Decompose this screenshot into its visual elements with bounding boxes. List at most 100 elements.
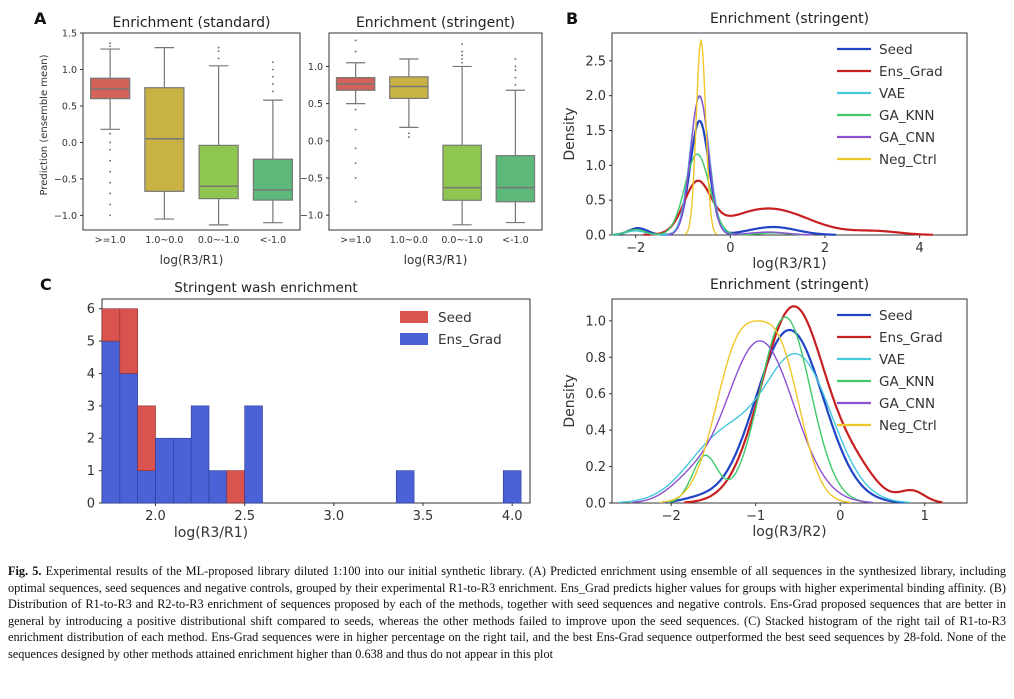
y-tick-label: 0.8 — [585, 351, 606, 366]
y-tick-label: 0.0 — [585, 229, 606, 244]
outlier-point — [217, 50, 220, 53]
legend-label: Ens_Grad — [438, 332, 502, 348]
x-tick-label: <-1.0 — [260, 235, 287, 246]
y-tick-label: 1.0 — [62, 65, 77, 76]
legend-swatch — [400, 311, 428, 323]
chart-b-density-r3r1: Enrichment (stringent) log(R3/R1) Density −… — [562, 11, 968, 272]
density-curve-vae — [618, 352, 910, 504]
outlier-point — [514, 69, 517, 72]
outlier-point — [109, 45, 112, 48]
outlier-point — [217, 46, 220, 49]
density-curve-ga-knn — [667, 316, 872, 504]
x-tick-label: −2 — [626, 241, 645, 256]
density-curve-seed — [662, 328, 905, 504]
chart-title: Enrichment (standard) — [112, 15, 270, 31]
bar-ens-grad — [173, 437, 192, 504]
outlier-point — [109, 170, 112, 173]
y-tick-label: −0.5 — [54, 174, 77, 185]
outlier-point — [109, 192, 112, 195]
x-tick-label: −1 — [746, 509, 765, 524]
y-tick-label: 2 — [87, 432, 95, 447]
y-tick-label: 0.2 — [585, 460, 606, 475]
bar-ens-grad — [190, 405, 210, 504]
outlier-point — [461, 61, 464, 64]
legend-label: Ens_Grad — [879, 330, 943, 346]
outlier-point — [271, 83, 274, 85]
outlier-point — [407, 136, 410, 138]
density-curve-neg-ctrl — [659, 320, 851, 504]
density-curve-neg-ctrl — [684, 39, 718, 236]
outlier-point — [354, 128, 357, 131]
legend-label: GA_CNN — [879, 396, 935, 412]
x-axis-label: log(R3/R1) — [160, 253, 224, 267]
x-tick-label: 2.0 — [145, 509, 166, 524]
outlier-point — [109, 148, 112, 151]
panel-label-a: A — [34, 9, 47, 28]
x-tick-label: −2 — [662, 509, 681, 524]
y-tick-label: 0.0 — [62, 138, 77, 149]
density-curve-ga-cnn — [667, 94, 812, 236]
x-tick-label: 4 — [916, 241, 924, 256]
x-tick-label: 0 — [726, 241, 734, 256]
bar-ens-grad — [137, 470, 156, 504]
figure-caption: Fig. 5. Experimental results of the ML-p… — [8, 563, 1006, 662]
outlier-point — [354, 200, 357, 203]
y-tick-label: 2.0 — [585, 89, 606, 104]
legend-label: VAE — [879, 352, 905, 368]
y-tick-label: 0.5 — [585, 194, 606, 209]
chart-a-standard: Enrichment (standard) log(R3/R1) −1.0 −0.5 0… — [54, 15, 301, 267]
plot-frame — [328, 32, 543, 231]
plot-frame — [611, 32, 968, 236]
y-tick-label: 1.5 — [62, 29, 77, 40]
x-tick-label: <-1.0 — [502, 235, 529, 246]
y-tick-label: −0.5 — [300, 173, 323, 184]
outlier-point — [514, 84, 517, 86]
bar-ens-grad — [208, 470, 228, 504]
bar-seed — [119, 308, 138, 374]
bar-ens-grad — [155, 437, 174, 504]
outlier-point — [271, 68, 274, 71]
y-tick-label: −1.0 — [54, 211, 77, 222]
x-tick-label: 4.0 — [502, 509, 523, 524]
outlier-point — [271, 61, 274, 64]
chart-title: Enrichment (stringent) — [710, 277, 869, 293]
box-4 — [252, 158, 294, 201]
legend-label: Seed — [879, 42, 913, 58]
y-tick-label: 1 — [87, 464, 95, 479]
x-tick-label: 1.0~0.0 — [145, 235, 183, 246]
outlier-point — [271, 90, 274, 93]
bar-ens-grad — [119, 373, 138, 504]
outlier-point — [109, 132, 112, 135]
chart-title: Enrichment (stringent) — [356, 15, 515, 31]
outlier-point — [109, 159, 112, 162]
caption-text: Experimental results of the ML-proposed … — [8, 564, 1007, 661]
x-tick-label: 1 — [921, 509, 929, 524]
legend-label: GA_KNN — [879, 374, 935, 390]
legend-label: Seed — [879, 308, 913, 324]
box-3 — [442, 144, 482, 201]
y-tick-label: 1.0 — [585, 159, 606, 174]
x-tick-label: 2 — [821, 241, 829, 256]
bar-ens-grad — [101, 340, 121, 504]
panel-label-c: C — [40, 275, 52, 294]
legend-label: Neg_Ctrl — [879, 152, 937, 168]
outlier-point — [461, 50, 464, 53]
outlier-point — [461, 54, 464, 57]
x-axis-label: log(R3/R2) — [752, 524, 826, 540]
density-curve-ga-knn — [611, 153, 804, 236]
outlier-point — [354, 177, 357, 179]
y-tick-label: 1.0 — [308, 62, 323, 73]
plot-frame — [611, 298, 968, 504]
x-tick-label: 0.0~-1.0 — [198, 235, 240, 246]
chart-c-histogram: Stringent wash enrichment log(R3/R1) 2.0 2.… — [87, 280, 531, 541]
density-curve-ga-cnn — [632, 340, 873, 504]
outlier-point — [461, 58, 464, 60]
y-tick-label: 1.0 — [585, 314, 606, 329]
outlier-point — [354, 162, 357, 164]
outlier-point — [461, 43, 464, 46]
x-tick-label: 0.0~-1.0 — [441, 235, 483, 246]
outlier-point — [514, 76, 517, 79]
plot-frame — [82, 32, 301, 231]
y-tick-label: −1.0 — [300, 211, 323, 222]
y-tick-label: 0.0 — [308, 136, 323, 147]
